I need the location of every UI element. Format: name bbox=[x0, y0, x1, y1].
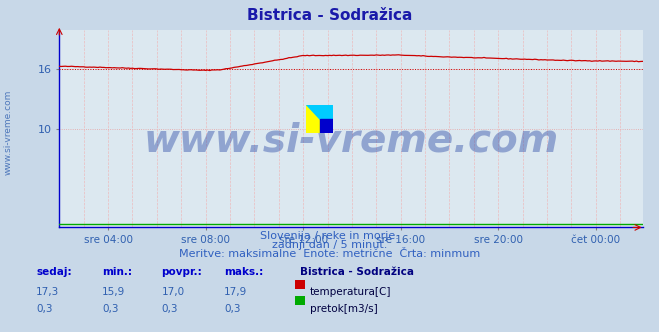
Text: temperatura[C]: temperatura[C] bbox=[310, 287, 391, 297]
Text: maks.:: maks.: bbox=[224, 267, 264, 277]
Polygon shape bbox=[306, 105, 333, 133]
Text: 0,3: 0,3 bbox=[224, 304, 241, 314]
Text: 0,3: 0,3 bbox=[161, 304, 178, 314]
Text: 15,9: 15,9 bbox=[102, 287, 125, 297]
Text: zadnji dan / 5 minut.: zadnji dan / 5 minut. bbox=[272, 240, 387, 250]
Text: www.si-vreme.com: www.si-vreme.com bbox=[3, 90, 13, 176]
Text: Meritve: maksimalne  Enote: metrične  Črta: minmum: Meritve: maksimalne Enote: metrične Črta… bbox=[179, 249, 480, 259]
Polygon shape bbox=[306, 105, 333, 133]
Text: 0,3: 0,3 bbox=[36, 304, 53, 314]
Text: Slovenija / reke in morje.: Slovenija / reke in morje. bbox=[260, 231, 399, 241]
Text: sedaj:: sedaj: bbox=[36, 267, 72, 277]
Text: 17,3: 17,3 bbox=[36, 287, 59, 297]
Text: 17,9: 17,9 bbox=[224, 287, 247, 297]
Text: 0,3: 0,3 bbox=[102, 304, 119, 314]
Polygon shape bbox=[320, 119, 333, 133]
Text: www.si-vreme.com: www.si-vreme.com bbox=[143, 122, 559, 159]
Text: Bistrica - Sodražica: Bistrica - Sodražica bbox=[247, 8, 412, 23]
Text: pretok[m3/s]: pretok[m3/s] bbox=[310, 304, 378, 314]
Text: Bistrica - Sodražica: Bistrica - Sodražica bbox=[300, 267, 414, 277]
Text: povpr.:: povpr.: bbox=[161, 267, 202, 277]
Text: 17,0: 17,0 bbox=[161, 287, 185, 297]
Text: min.:: min.: bbox=[102, 267, 132, 277]
